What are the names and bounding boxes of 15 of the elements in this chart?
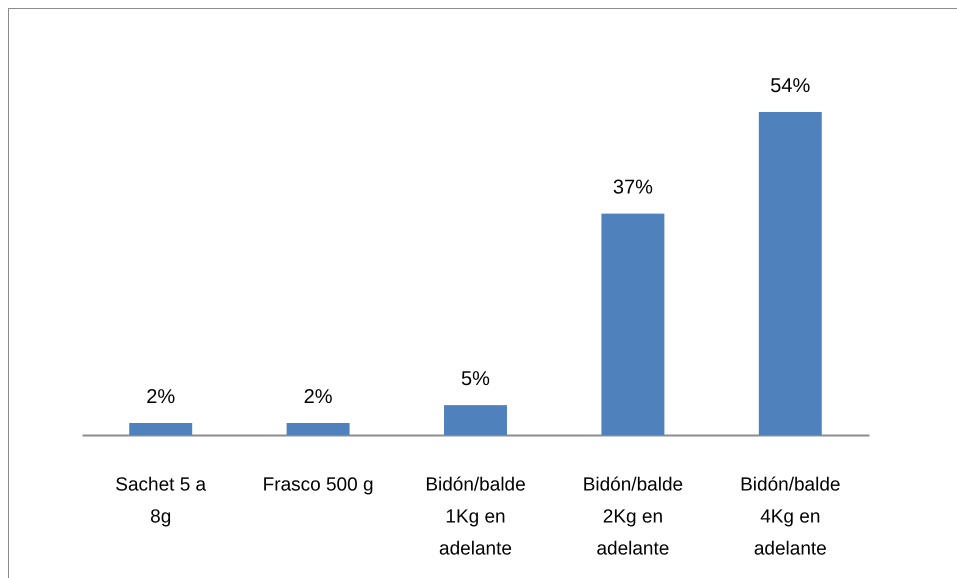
data-label: 2% bbox=[146, 386, 176, 408]
bar bbox=[444, 405, 507, 435]
bar bbox=[601, 214, 664, 435]
bar bbox=[286, 423, 350, 435]
data-label: 2% bbox=[304, 386, 333, 408]
x-tick-label: Sachet 5 a 8g bbox=[115, 474, 207, 528]
bar bbox=[758, 112, 822, 435]
x-tick-label: Bidón/balde 2Kg en adelante bbox=[582, 474, 684, 560]
data-label: 54% bbox=[770, 75, 811, 97]
data-label: 37% bbox=[612, 176, 654, 199]
data-label: 5% bbox=[461, 368, 490, 390]
x-tick-label: Frasco 500 g bbox=[262, 474, 374, 496]
x-tick-label: Bidón/balde 4Kg en adelante bbox=[740, 474, 840, 560]
x-tick-label: Bidón/balde 1Kg en adelante bbox=[425, 474, 526, 560]
bar bbox=[129, 423, 192, 435]
